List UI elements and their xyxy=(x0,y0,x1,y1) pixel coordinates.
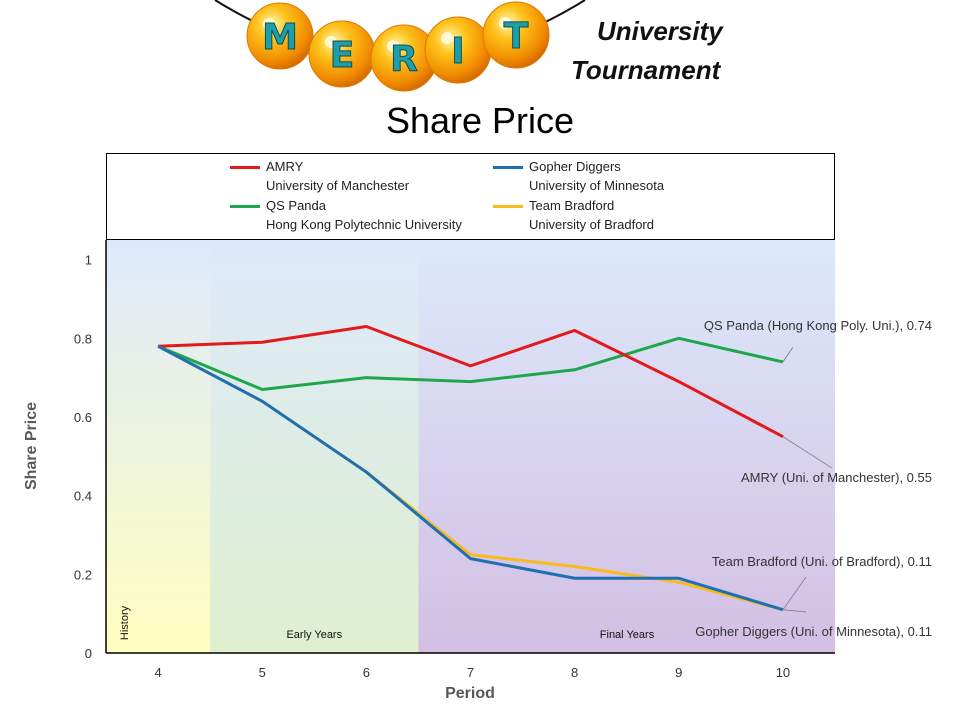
legend-name: AMRY xyxy=(266,159,304,174)
x-tick-label: 10 xyxy=(776,665,790,680)
logo-letter: R xyxy=(390,39,418,80)
legend-name: Team Bradford xyxy=(529,198,615,213)
x-tick-label: 5 xyxy=(259,665,266,680)
callout-label-amry: AMRY (Uni. of Manchester), 0.55 xyxy=(741,470,932,485)
legend-swatch-amry xyxy=(230,166,260,169)
y-axis-label: Share Price xyxy=(23,402,40,490)
y-tick-label: 0.6 xyxy=(74,410,92,425)
band-label-early-years: Early Years xyxy=(286,629,342,641)
y-tick-label: 1 xyxy=(85,253,92,268)
x-tick-label: 8 xyxy=(571,665,578,680)
legend-name: Gopher Diggers xyxy=(529,159,621,174)
x-tick-label: 6 xyxy=(363,665,370,680)
logo-ball: M xyxy=(246,2,314,70)
band-early-years xyxy=(210,240,419,653)
logo-ball: I xyxy=(424,16,492,84)
x-tick-label: 4 xyxy=(154,665,161,680)
brand-tournament: Tournament xyxy=(571,55,721,85)
callout-leader-amry xyxy=(782,436,833,469)
legend-item-qs-panda: QS Panda Hong Kong Polytechnic Universit… xyxy=(230,196,462,234)
legend-university: Hong Kong Polytechnic University xyxy=(266,217,462,232)
y-tick-label: 0 xyxy=(85,646,92,661)
chart-title: Share Price xyxy=(385,100,575,141)
legend-swatch-qs-panda xyxy=(230,205,260,208)
callout-label-qs-panda: QS Panda (Hong Kong Poly. Uni.), 0.74 xyxy=(704,318,932,333)
series-line-qs-panda xyxy=(157,336,784,391)
legend-item-amry: AMRY University of Manchester xyxy=(230,157,410,195)
legend-university: University of Manchester xyxy=(266,178,410,193)
legend-swatch-team-bradford xyxy=(493,205,523,208)
brand-university: University xyxy=(597,16,723,46)
logo-letter: M xyxy=(262,17,298,58)
logo-letter: I xyxy=(451,31,464,72)
band-final-years xyxy=(418,240,835,653)
y-tick-label: 0.4 xyxy=(74,489,92,504)
series-line-amry xyxy=(158,325,784,438)
callout-leader-gopher-diggers xyxy=(782,609,807,613)
logo-ball: T xyxy=(482,1,550,69)
chart-legend: AMRY University of Manchester QS Panda H… xyxy=(106,153,835,240)
legend-name: QS Panda xyxy=(266,198,326,213)
legend-item-team-bradford: Team Bradford University of Bradford xyxy=(493,196,654,234)
band-label-history: History xyxy=(119,605,131,640)
callout-label-gopher-diggers: Gopher Diggers (Uni. of Minnesota), 0.11 xyxy=(695,624,932,639)
logo-letter: E xyxy=(330,35,355,76)
band-history xyxy=(106,240,211,653)
callout-leader-qs-panda xyxy=(782,346,794,363)
series-line-gopher-diggers xyxy=(157,344,784,612)
callout-leader-team-bradford xyxy=(782,576,807,611)
legend-university: University of Minnesota xyxy=(529,178,665,193)
legend-university: University of Bradford xyxy=(529,217,654,232)
logo-letter: T xyxy=(504,16,529,57)
y-tick-label: 0.2 xyxy=(74,567,92,582)
x-tick-label: 9 xyxy=(675,665,682,680)
callout-label-team-bradford: Team Bradford (Uni. of Bradford), 0.11 xyxy=(712,554,932,569)
legend-swatch-gopher-diggers xyxy=(493,166,523,169)
x-axis-label: Period xyxy=(445,685,495,702)
x-tick-label: 7 xyxy=(467,665,474,680)
y-tick-label: 0.8 xyxy=(74,331,92,346)
legend-item-gopher-diggers: Gopher Diggers University of Minnesota xyxy=(493,157,665,195)
band-label-final-years: Final Years xyxy=(600,629,655,641)
